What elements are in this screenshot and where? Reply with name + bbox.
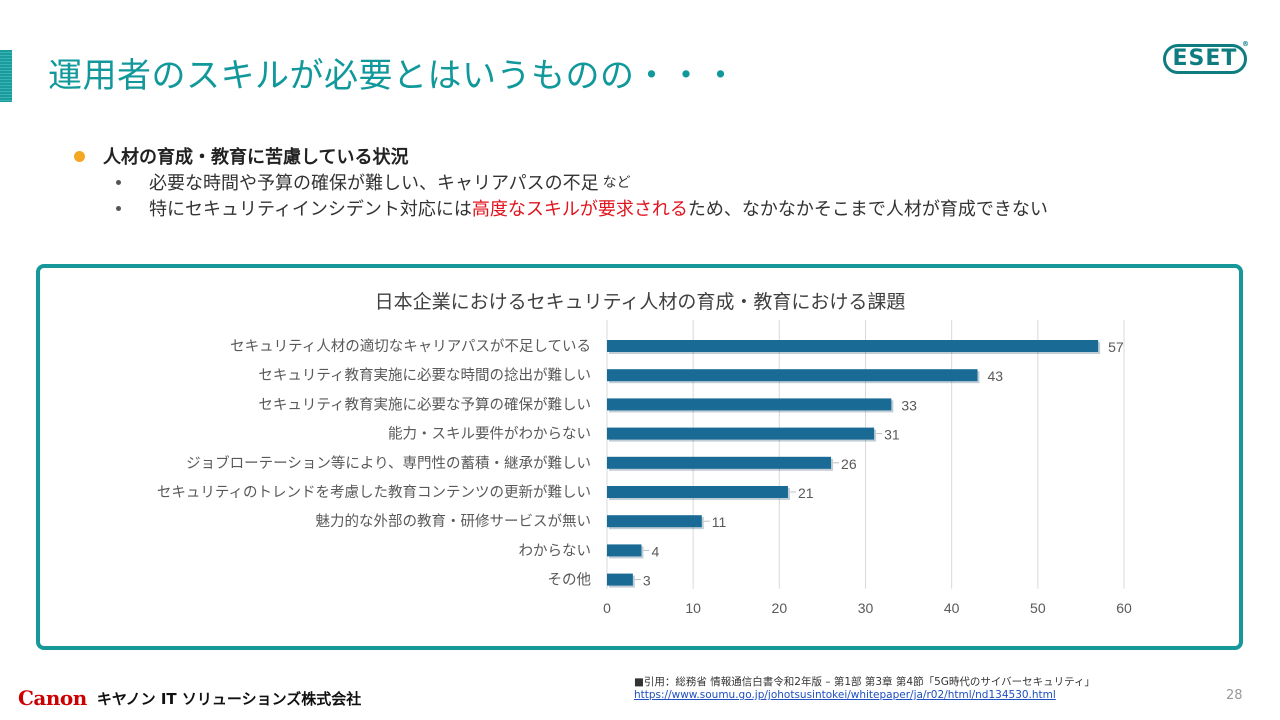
eset-logo: ESET ® xyxy=(1163,40,1250,74)
chart-title: 日本企業におけるセキュリティ人材の育成・教育における課題 xyxy=(374,291,906,313)
bar xyxy=(607,456,832,469)
category-label: 魅力的な外部の教育・研修サービスが無い xyxy=(316,513,592,530)
category-label: ジョブローテーション等により、専門性の蓄積・継承が難しい xyxy=(186,454,591,472)
company-footer: Canon キヤノン IT ソリューションズ株式会社 xyxy=(18,686,361,710)
category-label: セキュリティ人材の適切なキャリアパスが不足している xyxy=(230,337,591,355)
bullet-main: 人材の育成・教育に苦慮している状況 xyxy=(74,143,1048,169)
sub-bullet-icon xyxy=(116,205,121,211)
bar xyxy=(607,398,892,411)
bar xyxy=(607,573,633,586)
bar xyxy=(607,486,788,498)
value-label: 43 xyxy=(988,368,1004,384)
value-label: 33 xyxy=(901,397,917,413)
slide-title: 運用者のスキルが必要とはいうものの・・・ xyxy=(48,56,738,96)
citation-text: ■引用：総務省 情報通信白書令和2年版 – 第1部 第3章 第4節「5G時代のサ… xyxy=(634,676,1096,688)
bullet-main-text: 人材の育成・教育に苦慮している状況 xyxy=(103,147,409,168)
bullet-dot-icon xyxy=(74,150,85,162)
category-label: セキュリティ教育実施に必要な時間の捻出が難しい xyxy=(258,367,591,384)
x-tick-label: 50 xyxy=(1030,600,1046,616)
sub-bullet-icon xyxy=(116,179,121,185)
category-label: その他 xyxy=(548,572,592,589)
bar-chart: 0 10 20 30 40 50 60 セキュリティ人材の適切なキャリアパスが不足している 57… xyxy=(157,320,1132,616)
company-name: キヤノン IT ソリューションズ株式会社 xyxy=(96,689,362,708)
bullet-sub-1-suffix: など xyxy=(602,175,631,191)
title-accent-bar xyxy=(0,50,12,102)
bullet-sub-2-highlight: 高度なスキルが要求される xyxy=(471,199,688,220)
citation-link[interactable]: https://www.soumu.go.jp/johotsusintokei/… xyxy=(634,689,1056,701)
bar xyxy=(607,369,978,382)
x-tick-label: 60 xyxy=(1116,600,1132,616)
x-tick-label: 30 xyxy=(858,600,874,616)
trademark-icon: ® xyxy=(1242,40,1250,48)
bar xyxy=(607,340,1099,352)
canon-logo: Canon xyxy=(18,686,87,710)
bar xyxy=(607,427,875,440)
bar xyxy=(607,515,702,528)
category-label: 能力・スキル要件がわからない xyxy=(388,426,591,443)
x-tick-label: 10 xyxy=(685,600,701,616)
bullet-sub-2: 特にセキュリティインシデント対応には 高度なスキルが要求される ため、なかなかそ… xyxy=(116,195,1048,221)
value-label: 3 xyxy=(643,573,651,589)
value-label: 21 xyxy=(798,485,814,501)
value-label: 31 xyxy=(884,427,900,443)
bullet-sub-1: 必要な時間や予算の確保が難しい、キャリアパスの不足 など xyxy=(116,169,1048,195)
value-label: 4 xyxy=(651,543,659,559)
value-label: 57 xyxy=(1108,339,1124,355)
value-label: 26 xyxy=(841,456,857,472)
value-label: 11 xyxy=(712,514,727,530)
page-number: 28 xyxy=(1226,688,1243,703)
category-label: わからない xyxy=(519,542,592,559)
chart-frame xyxy=(36,264,1243,650)
bullet-sub-2-post: ため、なかなかそこまで人材が育成できない xyxy=(687,199,1048,220)
bullet-list: 人材の育成・教育に苦慮している状況 必要な時間や予算の確保が難しい、キャリアパス… xyxy=(74,143,1048,221)
bullet-sub-1-text: 必要な時間や予算の確保が難しい、キャリアパスの不足 xyxy=(149,173,599,194)
bullet-sub-2-pre: 特にセキュリティインシデント対応には xyxy=(149,199,472,220)
eset-logo-text: ESET xyxy=(1172,46,1238,71)
x-tick-label: 0 xyxy=(603,600,611,616)
x-tick-label: 40 xyxy=(944,600,960,616)
category-label: セキュリティのトレンドを考慮した教育コンテンツの更新が難しい xyxy=(157,484,591,501)
x-tick-label: 20 xyxy=(772,600,788,616)
category-label: セキュリティ教育実施に必要な予算の確保が難しい xyxy=(258,396,591,413)
bar xyxy=(607,544,642,557)
